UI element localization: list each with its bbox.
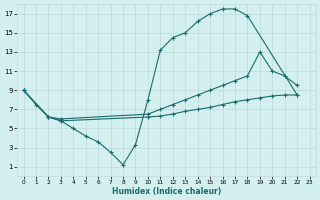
X-axis label: Humidex (Indice chaleur): Humidex (Indice chaleur) bbox=[112, 187, 221, 196]
